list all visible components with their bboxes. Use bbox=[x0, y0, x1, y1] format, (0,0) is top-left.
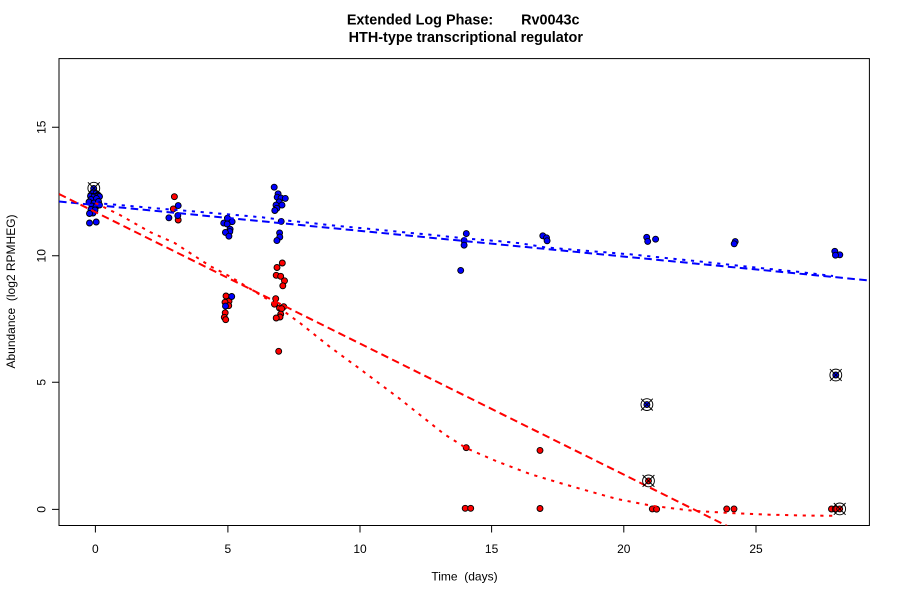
svg-text:5: 5 bbox=[225, 542, 232, 556]
svg-text:10: 10 bbox=[34, 249, 48, 263]
svg-text:0: 0 bbox=[34, 506, 48, 513]
svg-text:Time (days): Time (days) bbox=[431, 570, 497, 584]
svg-text:15: 15 bbox=[485, 542, 499, 556]
svg-text:25: 25 bbox=[749, 542, 763, 556]
svg-text:0: 0 bbox=[92, 542, 99, 556]
svg-text:5: 5 bbox=[34, 379, 48, 386]
svg-text:20: 20 bbox=[617, 542, 631, 556]
svg-text:15: 15 bbox=[34, 120, 48, 134]
svg-text:HTH-type transcriptional regul: HTH-type transcriptional regulator bbox=[349, 30, 584, 46]
svg-text:Abundance (log2 RPMHEG): Abundance (log2 RPMHEG) bbox=[4, 214, 18, 368]
svg-text:10: 10 bbox=[353, 542, 367, 556]
svg-text:Extended Log Phase: Rv00: Extended Log Phase: Rv0043c bbox=[347, 13, 580, 29]
